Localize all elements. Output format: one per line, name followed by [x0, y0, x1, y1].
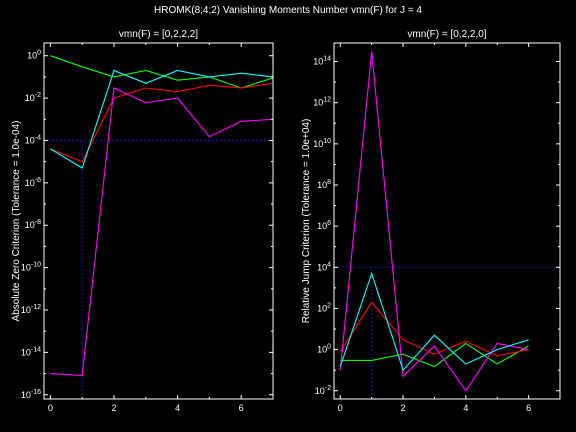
series-line-1: [340, 342, 529, 368]
series-line-4: [50, 69, 273, 169]
x-tick-label: 6: [239, 403, 244, 413]
y-tick-label: 10-8: [25, 219, 41, 230]
y-tick-label: 10-4: [25, 134, 41, 145]
y-tick-label: 104: [317, 261, 331, 272]
x-tick-label: 2: [401, 403, 406, 413]
x-tick-label: 4: [175, 403, 180, 413]
x-tick-label: 4: [463, 403, 468, 413]
plot-area: [44, 55, 273, 399]
y-tick-label: 100: [27, 50, 41, 61]
plot-area: [334, 51, 560, 399]
series-line-3: [339, 51, 529, 392]
series-line-4: [339, 271, 529, 372]
axes-frame: [333, 42, 561, 400]
y-tick-label: 1010: [313, 138, 331, 149]
y-tick-label: 10-14: [21, 346, 41, 357]
y-tick-label: 1012: [313, 97, 331, 108]
y-tick-label: 10-6: [25, 177, 41, 188]
y-tick-label: 10-10: [21, 262, 41, 273]
y-tick-label: 10-16: [21, 389, 41, 400]
axes-frame: [43, 42, 274, 400]
subplot-title: vmn(F) = [0,2,2,2]: [119, 29, 198, 40]
series-line-1: [50, 55, 273, 89]
y-tick-label: 10-2: [25, 92, 41, 103]
subplot-2: vmn(F) = [0,2,2,0] Relative Jump Criterio…: [301, 29, 561, 413]
figure-title: HROMK(8;4;2) Vanishing Moments Number vm…: [154, 5, 422, 16]
x-tick-label: 2: [111, 403, 116, 413]
y-tick-label: 106: [317, 220, 331, 231]
y-tick-label: 10-2: [315, 385, 331, 396]
y-axis-label: Absolute Zero Criterion (Tolerance = 1.0…: [11, 121, 22, 322]
subplot-title: vmn(F) = [0,2,2,0]: [407, 29, 486, 40]
subplot-1: vmn(F) = [0,2,2,2] Absolute Zero Criterio…: [11, 29, 274, 413]
y-tick-label: 100: [317, 344, 331, 355]
y-tick-label: 102: [317, 302, 331, 313]
y-tick-label: 108: [317, 179, 331, 190]
x-tick-label: 0: [338, 403, 343, 413]
y-tick-label: 10-12: [21, 304, 41, 315]
x-tick-label: 0: [48, 403, 53, 413]
series-line-3: [50, 87, 273, 377]
series-line-2: [339, 301, 529, 357]
y-axis-label: Relative Jump Criterion (Tolerance = 1.0…: [301, 119, 312, 324]
y-tick-label: 1014: [313, 56, 331, 67]
x-tick-label: 6: [526, 403, 531, 413]
